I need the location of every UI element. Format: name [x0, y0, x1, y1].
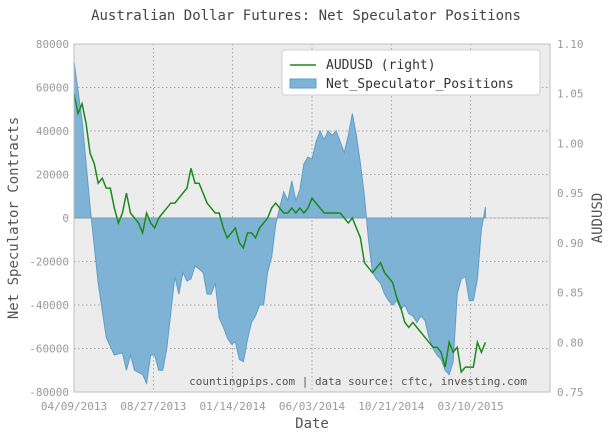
legend-net-positions-label: Net_Speculator_Positions [326, 77, 514, 92]
line-series [73, 93, 487, 374]
legend: AUDUSD (right) Net_Speculator_Positions [281, 49, 541, 96]
y-axis-label: Net Speculator Contracts [6, 117, 22, 319]
left-axis-tick-label: 40000 [36, 125, 69, 138]
left-axis-tick-label: -20000 [29, 256, 69, 269]
y2-axis-label: AUDUSD [590, 193, 606, 244]
x-axis-tick-label: 10/21/2014 [358, 400, 425, 413]
right-axis-tick-label: 1.00 [557, 137, 584, 150]
x-axis: 04/09/2013 08/27/2013 01/14/2014 06/03/2014… [41, 400, 504, 413]
right-axis-tick-label: 1.10 [557, 38, 584, 51]
right-axis-tick-label: 0.80 [557, 336, 584, 349]
left-axis-tick-label: 0 [62, 212, 69, 225]
right-axis-tick-label: 0.85 [557, 287, 584, 300]
x-axis-tick-label: 01/14/2014 [200, 400, 267, 413]
legend-audusd-label: AUDUSD (right) [326, 58, 436, 73]
x-axis-tick-label: 08/27/2013 [120, 400, 186, 413]
x-axis-label: Date [295, 416, 329, 432]
plot-area [73, 43, 551, 393]
left-axis-tick-label: -80000 [29, 386, 69, 399]
left-axis-tick-label: -40000 [29, 299, 69, 312]
x-axis-tick-label: 04/09/2013 [41, 400, 107, 413]
legend-net-positions-swatch [289, 78, 317, 89]
left-axis-tick-label: 20000 [36, 169, 69, 182]
right-axis-tick-label: 0.75 [557, 386, 584, 399]
right-axis-tick-label: 0.90 [557, 237, 584, 250]
y-axis-left: 80000 60000 40000 20000 0 -20000 -40000 -60000 -… [29, 38, 69, 399]
x-axis-tick-label: 06/03/2014 [279, 400, 346, 413]
legend-box [281, 49, 541, 96]
chart-title: Australian Dollar Futures: Net Speculato… [91, 8, 521, 24]
right-axis-tick-label: 1.05 [557, 88, 584, 101]
plot-frame [73, 43, 551, 393]
y-axis-right: 1.10 1.05 1.00 0.95 0.90 0.85 0.80 0.75 [557, 38, 584, 399]
left-axis-tick-label: 60000 [36, 82, 69, 95]
source-annotation: countingpips.com | data source: cftc, in… [189, 375, 527, 388]
left-axis-tick-label: 80000 [36, 38, 69, 51]
x-axis-tick-label: 03/10/2015 [438, 400, 504, 413]
left-axis-tick-label: -60000 [29, 343, 69, 356]
right-axis-tick-label: 0.95 [557, 187, 584, 200]
audusd-line [73, 93, 487, 374]
